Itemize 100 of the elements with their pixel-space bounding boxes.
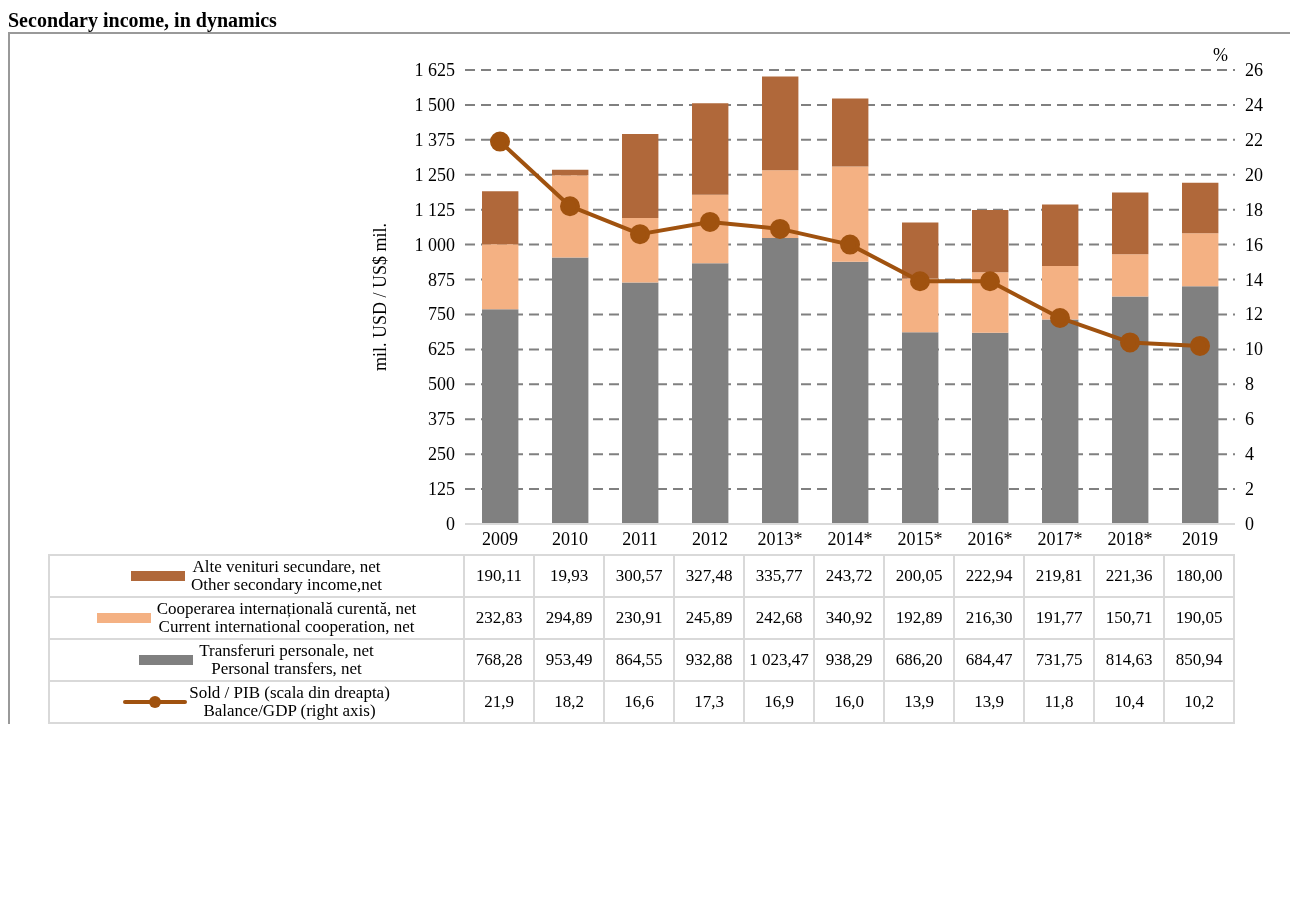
bar [692, 103, 729, 195]
data-label: 814,63 [1094, 639, 1164, 681]
y-tick-label: 125 [428, 479, 455, 500]
bar [1112, 254, 1149, 297]
y-tick-label: 375 [428, 409, 455, 430]
data-label: 180,00 [1164, 555, 1234, 597]
point [1120, 332, 1140, 353]
data-label: 19,93 [534, 555, 604, 597]
data-label: 190,05 [1164, 597, 1234, 639]
bar [832, 98, 869, 167]
y2-tick-label: 12 [1245, 304, 1263, 325]
data-label: 190,11 [464, 555, 534, 597]
data-label: 938,29 [814, 639, 884, 681]
y2-tick-label: 24 [1245, 94, 1263, 115]
point [910, 271, 930, 292]
data-label: 10,4 [1094, 681, 1164, 723]
point [490, 131, 510, 152]
data-label: 294,89 [534, 597, 604, 639]
y-tick-label: 1 125 [414, 199, 455, 220]
bar [622, 133, 659, 218]
y2-tick-label: 2 [1245, 479, 1254, 500]
data-label: 953,49 [534, 639, 604, 681]
x-tick-label: 2019 [1182, 528, 1218, 549]
data-label: 230,91 [604, 597, 674, 639]
point [980, 271, 1000, 292]
y2-tick-label: 6 [1245, 409, 1254, 430]
x-tick-label: 2017* [1037, 528, 1083, 549]
y2-axis-title: % [1213, 44, 1228, 65]
bar [762, 76, 799, 171]
data-label: 10,2 [1164, 681, 1234, 723]
y-tick-label: 1 000 [414, 234, 455, 255]
data-label: 13,9 [884, 681, 954, 723]
y2-tick-label: 26 [1245, 60, 1263, 80]
data-label: 243,72 [814, 555, 884, 597]
bar [482, 191, 519, 245]
data-label: 327,48 [674, 555, 744, 597]
y-tick-label: 0 [446, 514, 455, 534]
data-label: 11,8 [1024, 681, 1094, 723]
data-label: 731,75 [1024, 639, 1094, 681]
bar [1182, 233, 1219, 287]
y-tick-label: 750 [428, 304, 455, 325]
legend-label: Transferuri personale, net Personal transfers, net [199, 641, 374, 678]
data-label: 335,77 [744, 555, 814, 597]
data-label: 1 023,47 [744, 639, 814, 681]
legend-label: Cooperarea internațională curentă, net Current international cooperation, net [156, 599, 417, 636]
x-tick-label: 2009 [482, 528, 518, 549]
data-label: 684,47 [954, 639, 1024, 681]
y2-tick-label: 10 [1245, 339, 1263, 360]
data-label: 300,57 [604, 555, 674, 597]
data-label: 245,89 [674, 597, 744, 639]
data-label: 17,3 [674, 681, 744, 723]
point [630, 224, 650, 245]
text: Secondary income, in dynamics [8, 8, 278, 32]
y-tick-label: 1 250 [414, 164, 455, 185]
data-label: 686,20 [884, 639, 954, 681]
y-tick-label: 500 [428, 374, 455, 395]
data-label: 191,77 [1024, 597, 1094, 639]
data-label: 16,0 [814, 681, 884, 723]
legend-label: Alte venituri secundare, net Other secondary income,net [190, 557, 383, 594]
y-axis-title: mil. USD / US$ mil. [370, 222, 391, 372]
data-label: 16,9 [744, 681, 814, 723]
y-tick-label: 1 500 [414, 94, 455, 115]
x-tick-label: 2014* [827, 528, 873, 549]
y2-tick-label: 14 [1245, 269, 1263, 290]
data-label: 16,6 [604, 681, 674, 723]
data-label: 13,9 [954, 681, 1024, 723]
data-label: 768,28 [464, 639, 534, 681]
data-label: 932,88 [674, 639, 744, 681]
point [1050, 307, 1070, 328]
y2-tick-label: 20 [1245, 164, 1263, 185]
bar [1182, 182, 1219, 234]
bar [902, 222, 939, 279]
y-tick-label: 1 625 [414, 60, 455, 80]
y2-tick-label: 8 [1245, 374, 1254, 395]
x-tick-label: 2013* [757, 528, 803, 549]
data-label: 222,94 [954, 555, 1024, 597]
y-tick-label: 625 [428, 339, 455, 360]
data-label: 242,68 [744, 597, 814, 639]
point [770, 218, 790, 239]
data-label: 232,83 [464, 597, 534, 639]
point [840, 234, 860, 255]
x-tick-label: 2012 [692, 528, 728, 549]
y2-tick-label: 4 [1245, 444, 1254, 465]
data-label: 150,71 [1094, 597, 1164, 639]
data-label: 21,9 [464, 681, 534, 723]
x-tick-label: 2016* [967, 528, 1013, 549]
data-label: 18,2 [534, 681, 604, 723]
y-tick-label: 250 [428, 444, 455, 465]
data-label: 340,92 [814, 597, 884, 639]
y2-tick-label: 0 [1245, 514, 1254, 534]
legend-label: Sold / PIB (scala din dreapta) Balance/GDP (right axis) [189, 683, 390, 720]
data-label: 216,30 [954, 597, 1024, 639]
data-label: 850,94 [1164, 639, 1234, 681]
data-label: 219,81 [1024, 555, 1094, 597]
y-tick-label: 875 [428, 269, 455, 290]
bar [482, 244, 519, 310]
y2-tick-label: 18 [1245, 199, 1263, 220]
x-tick-label: 2018* [1107, 528, 1153, 549]
x-tick-label: 2010 [552, 528, 588, 549]
data-label: 221,36 [1094, 555, 1164, 597]
